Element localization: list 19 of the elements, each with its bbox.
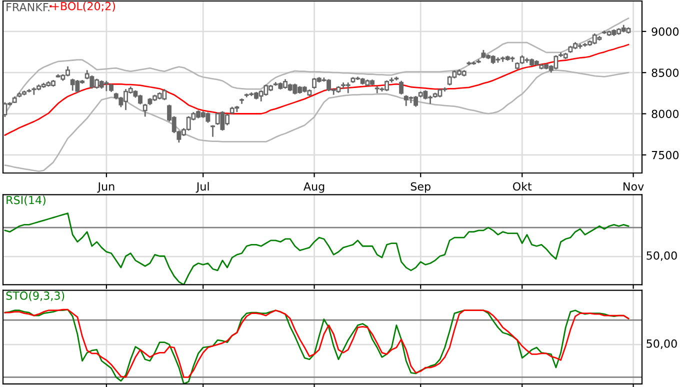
line-series — [4, 44, 630, 136]
x-tick-label: Jul — [196, 182, 209, 193]
x-tick-label: Nov — [624, 182, 644, 191]
x-tick-label: Okt — [512, 182, 532, 191]
chart-title: FRANKF. — [6, 3, 50, 12]
y-tick-label: 8500 — [652, 68, 679, 77]
chart-title: STO(9,3,3) — [6, 291, 64, 302]
candlestick — [399, 80, 404, 96]
y-tick-label: 7500 — [652, 150, 679, 160]
x-tick-label: Jun — [97, 182, 114, 193]
text: 50,00 — [646, 251, 677, 261]
x-tick-label: Aug — [304, 182, 324, 193]
x-tick-label: Sep — [410, 182, 430, 193]
y-tick-label: 9000 — [652, 27, 679, 36]
text: 50,00 — [646, 339, 677, 349]
legend-label: +BOL(20;2) — [52, 2, 116, 12]
y-tick-label: 8000 — [652, 110, 679, 118]
chart-title: RSI(14) — [6, 196, 46, 206]
line-series — [4, 18, 630, 114]
